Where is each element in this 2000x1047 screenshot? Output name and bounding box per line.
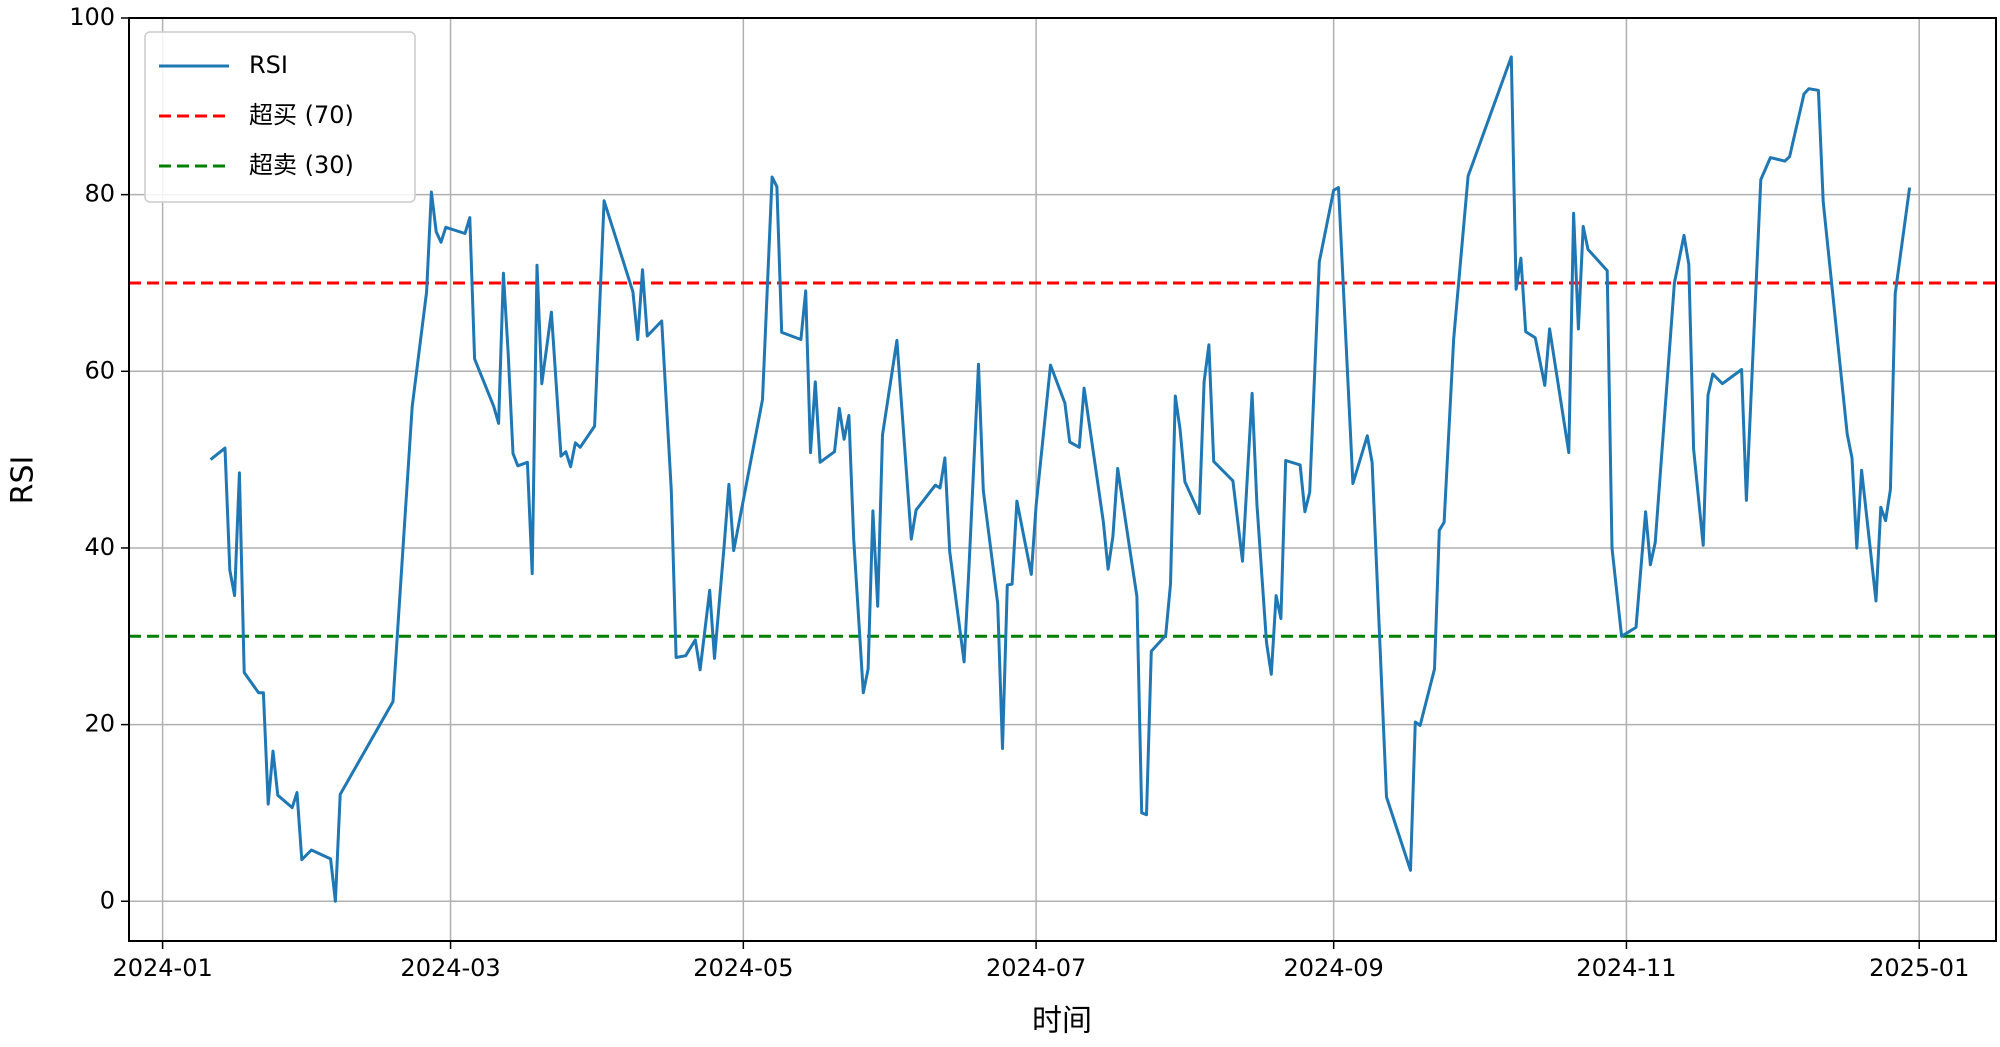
y-tick-label: 80	[84, 180, 115, 208]
legend-label: RSI	[249, 51, 288, 79]
legend-label: 超买 (70)	[249, 101, 354, 129]
x-tick-label: 2024-09	[1284, 954, 1384, 982]
x-axis-label: 时间	[1032, 1004, 1092, 1039]
y-tick-label: 100	[69, 3, 115, 31]
y-tick-label: 40	[84, 533, 115, 561]
y-axis-label: RSI	[6, 456, 41, 505]
x-tick-label: 2024-11	[1576, 954, 1676, 982]
x-tick-label: 2024-05	[693, 954, 793, 982]
y-tick-label: 0	[100, 886, 115, 914]
x-tick-label: 2025-01	[1869, 954, 1969, 982]
y-tick-label: 20	[84, 710, 115, 738]
x-tick-label: 2024-03	[400, 954, 500, 982]
legend-box	[144, 31, 416, 203]
x-tick-label: 2024-01	[112, 954, 212, 982]
legend-label: 超卖 (30)	[249, 151, 354, 179]
y-tick-label: 60	[84, 356, 115, 384]
line-series	[209, 55, 1912, 903]
x-tick-label: 2024-07	[986, 954, 1086, 982]
plot-frame	[128, 17, 1997, 942]
